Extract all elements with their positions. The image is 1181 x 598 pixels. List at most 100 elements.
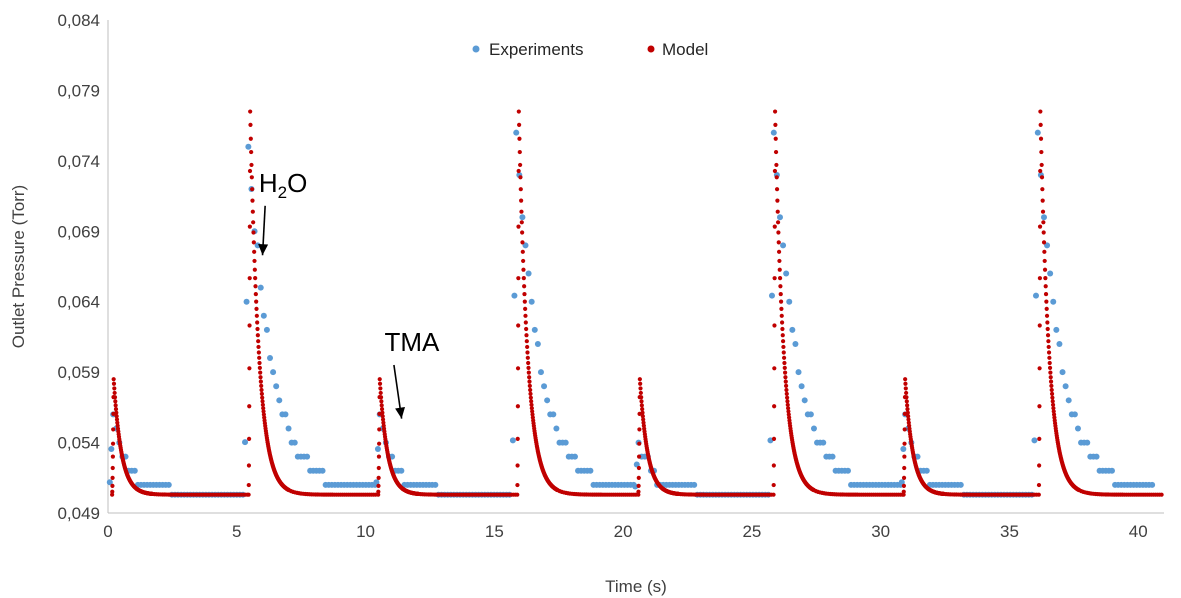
model-point bbox=[772, 168, 778, 174]
model-point bbox=[523, 306, 528, 311]
model-point bbox=[247, 323, 252, 328]
model-point bbox=[781, 355, 787, 360]
experiment-point bbox=[108, 445, 115, 452]
model-point bbox=[641, 420, 646, 425]
model-point bbox=[904, 399, 909, 404]
model-point bbox=[110, 441, 116, 446]
y-tick-label: 0,064 bbox=[57, 293, 100, 312]
legend-label-model: Model bbox=[662, 40, 708, 59]
experiment-point bbox=[780, 242, 787, 249]
model-point bbox=[1037, 366, 1042, 371]
experiment-point bbox=[319, 467, 326, 474]
model-point bbox=[110, 454, 115, 459]
x-tick-label: 0 bbox=[103, 522, 112, 541]
model-point bbox=[254, 306, 259, 311]
x-tick-label: 15 bbox=[485, 522, 504, 541]
model-point bbox=[1049, 387, 1054, 393]
model-point bbox=[250, 198, 255, 203]
experiment-point bbox=[801, 397, 808, 404]
model-point bbox=[113, 399, 118, 404]
experiment-point bbox=[1059, 369, 1066, 376]
model-point bbox=[256, 344, 261, 350]
model-point bbox=[783, 375, 788, 380]
model-point bbox=[520, 249, 525, 254]
model-point bbox=[636, 465, 642, 471]
x-tick-label: 5 bbox=[232, 522, 241, 541]
annotation-h2o-subscript: 2 bbox=[278, 183, 287, 202]
model-point bbox=[640, 414, 645, 419]
model-point bbox=[785, 399, 790, 404]
model-point bbox=[526, 370, 531, 375]
model-point bbox=[1048, 379, 1054, 384]
model-point bbox=[376, 454, 382, 459]
model-point bbox=[1037, 323, 1042, 328]
experiment-point bbox=[509, 437, 516, 444]
experiment-point bbox=[534, 340, 541, 347]
experiment-point bbox=[632, 483, 639, 490]
model-point bbox=[782, 365, 787, 371]
model-point bbox=[259, 391, 264, 396]
experiment-point bbox=[795, 369, 802, 376]
model-point bbox=[515, 436, 520, 441]
model-point bbox=[254, 313, 259, 318]
experiment-point bbox=[263, 326, 270, 333]
model-point bbox=[529, 402, 534, 407]
experiment-point bbox=[1031, 437, 1038, 444]
model-point bbox=[522, 284, 527, 289]
model-point bbox=[776, 230, 781, 235]
model-point bbox=[250, 187, 255, 192]
model-point bbox=[775, 220, 781, 225]
model-point bbox=[255, 333, 260, 338]
model-point bbox=[523, 313, 528, 318]
model-point bbox=[637, 377, 642, 382]
model-point bbox=[246, 436, 252, 441]
model-point bbox=[903, 381, 908, 386]
model-point bbox=[252, 249, 257, 254]
model-point bbox=[637, 441, 642, 446]
experiment-point bbox=[291, 439, 298, 446]
model-point bbox=[904, 390, 909, 396]
experiment-point bbox=[544, 397, 551, 404]
model-point bbox=[381, 420, 386, 425]
model-point bbox=[771, 436, 777, 441]
model-point bbox=[1044, 306, 1049, 311]
x-tick-label: 35 bbox=[1000, 522, 1019, 541]
experiment-point bbox=[571, 453, 578, 460]
model-point bbox=[376, 489, 381, 494]
model-point bbox=[253, 284, 258, 289]
y-tick-labels: 0,049 0,054 0,059 0,064 0,069 0,074 0,079 0,084 bbox=[57, 11, 100, 523]
model-point bbox=[246, 482, 251, 488]
model-point bbox=[110, 475, 115, 480]
model-point bbox=[525, 350, 530, 355]
model-point bbox=[528, 391, 533, 396]
model-point bbox=[779, 306, 784, 311]
model-point bbox=[1045, 326, 1050, 332]
model-point bbox=[515, 463, 520, 468]
experiment-point bbox=[245, 143, 252, 150]
experiment-point bbox=[1032, 292, 1039, 299]
model-point bbox=[1040, 198, 1045, 203]
experiment-point bbox=[285, 425, 292, 432]
experiment-point bbox=[242, 439, 249, 446]
model-point bbox=[772, 109, 778, 114]
model-point bbox=[110, 489, 115, 494]
model-point bbox=[1041, 240, 1047, 245]
experiment-point bbox=[525, 270, 532, 277]
model-point bbox=[260, 402, 265, 407]
model-point bbox=[1040, 209, 1046, 214]
experiment-point bbox=[1093, 453, 1100, 460]
x-tick-label: 30 bbox=[871, 522, 890, 541]
experiment-point bbox=[783, 270, 790, 277]
model-point bbox=[255, 326, 260, 332]
experiment-point bbox=[898, 479, 905, 486]
model-point bbox=[784, 391, 789, 396]
model-point bbox=[1050, 402, 1056, 407]
model-point bbox=[521, 267, 526, 272]
model-point bbox=[376, 475, 381, 480]
model-point bbox=[380, 414, 385, 419]
model-point bbox=[779, 313, 784, 318]
experiment-point bbox=[522, 242, 529, 249]
experiment-point bbox=[304, 453, 311, 460]
model-point bbox=[523, 320, 528, 325]
